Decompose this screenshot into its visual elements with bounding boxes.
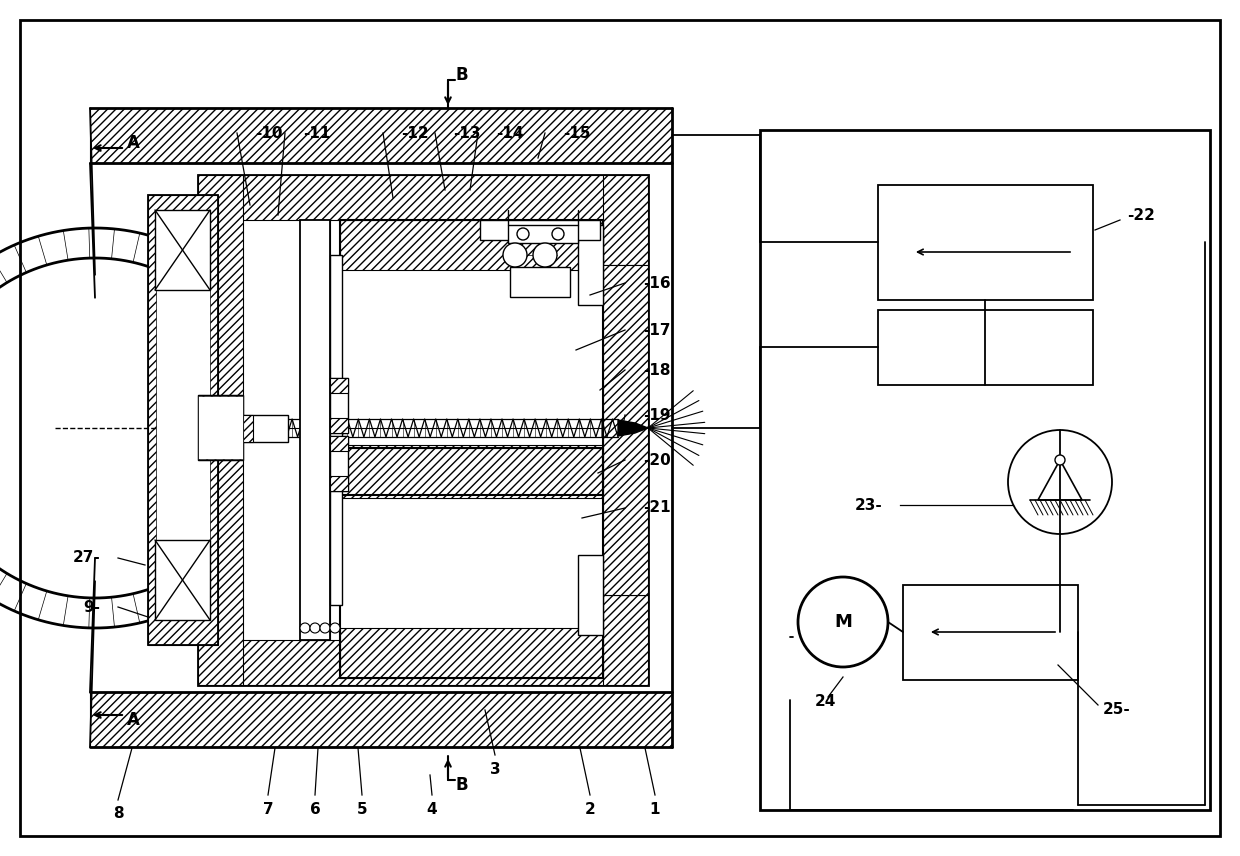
Bar	[330, 378, 348, 393]
Text: -10: -10	[255, 126, 283, 140]
Text: 1: 1	[650, 801, 660, 817]
Bar	[300, 220, 330, 640]
Circle shape	[517, 228, 529, 240]
Text: -12: -12	[401, 126, 429, 140]
Text: -21: -21	[644, 501, 671, 515]
Text: 7: 7	[263, 801, 273, 817]
Text: 24: 24	[815, 694, 836, 710]
Text: 9-: 9-	[83, 599, 100, 615]
Bar	[198, 175, 649, 685]
Circle shape	[330, 623, 340, 633]
Bar	[760, 130, 1210, 810]
Bar	[340, 445, 603, 495]
Circle shape	[1055, 455, 1065, 465]
Text: -14: -14	[496, 126, 523, 140]
Bar	[155, 540, 210, 620]
Bar	[330, 436, 348, 491]
Text: 27-: 27-	[72, 550, 100, 566]
Bar	[198, 395, 243, 460]
Bar	[91, 692, 672, 747]
Circle shape	[533, 243, 557, 267]
Text: B: B	[455, 66, 469, 84]
Text: 6: 6	[310, 801, 320, 817]
Text: 8: 8	[113, 806, 123, 822]
Circle shape	[320, 623, 330, 633]
Bar	[578, 225, 603, 305]
Bar	[578, 555, 603, 635]
Text: -11: -11	[303, 126, 330, 140]
Bar	[330, 255, 342, 605]
Text: 3: 3	[490, 762, 500, 776]
Bar	[330, 418, 348, 433]
Circle shape	[300, 623, 310, 633]
Bar	[510, 267, 570, 297]
Circle shape	[1008, 430, 1112, 534]
Bar	[330, 476, 348, 491]
Circle shape	[310, 623, 320, 633]
Text: 5: 5	[357, 801, 367, 817]
Circle shape	[799, 577, 888, 667]
Bar	[198, 175, 243, 685]
Bar	[480, 220, 600, 240]
Circle shape	[552, 228, 564, 240]
Bar	[603, 595, 649, 685]
Text: -18: -18	[644, 362, 671, 377]
Text: A: A	[126, 134, 139, 152]
Bar	[300, 220, 330, 640]
Circle shape	[503, 243, 527, 267]
Text: 23-: 23-	[854, 497, 882, 513]
Text: -16: -16	[644, 276, 671, 290]
Bar	[330, 436, 348, 451]
Bar	[340, 448, 603, 498]
Bar	[340, 220, 603, 270]
Bar	[903, 585, 1078, 680]
Text: M: M	[835, 613, 852, 631]
Bar	[243, 414, 288, 442]
Bar	[148, 195, 218, 645]
Text: 2: 2	[584, 801, 595, 817]
Bar	[198, 395, 243, 460]
Polygon shape	[618, 420, 649, 436]
Bar	[508, 225, 578, 243]
Bar	[330, 378, 348, 433]
Text: -13: -13	[453, 126, 481, 140]
Text: -19: -19	[644, 407, 671, 423]
Bar	[198, 175, 649, 220]
Text: 25-: 25-	[1104, 703, 1131, 717]
Bar	[603, 265, 649, 595]
Text: -20: -20	[644, 453, 671, 467]
Text: -17: -17	[644, 323, 671, 337]
Text: -22: -22	[1127, 207, 1154, 223]
Bar	[155, 210, 210, 290]
Bar	[156, 225, 210, 615]
Bar	[878, 310, 1092, 385]
Bar	[198, 396, 243, 459]
Bar	[878, 185, 1092, 300]
Bar	[340, 628, 603, 678]
Bar	[148, 195, 218, 645]
Text: B: B	[455, 776, 469, 794]
Bar	[243, 414, 253, 442]
Text: -15: -15	[563, 126, 590, 140]
Bar	[198, 640, 649, 685]
Bar	[91, 108, 672, 163]
Text: 4: 4	[427, 801, 438, 817]
Text: A: A	[126, 711, 139, 729]
Bar	[603, 175, 649, 265]
